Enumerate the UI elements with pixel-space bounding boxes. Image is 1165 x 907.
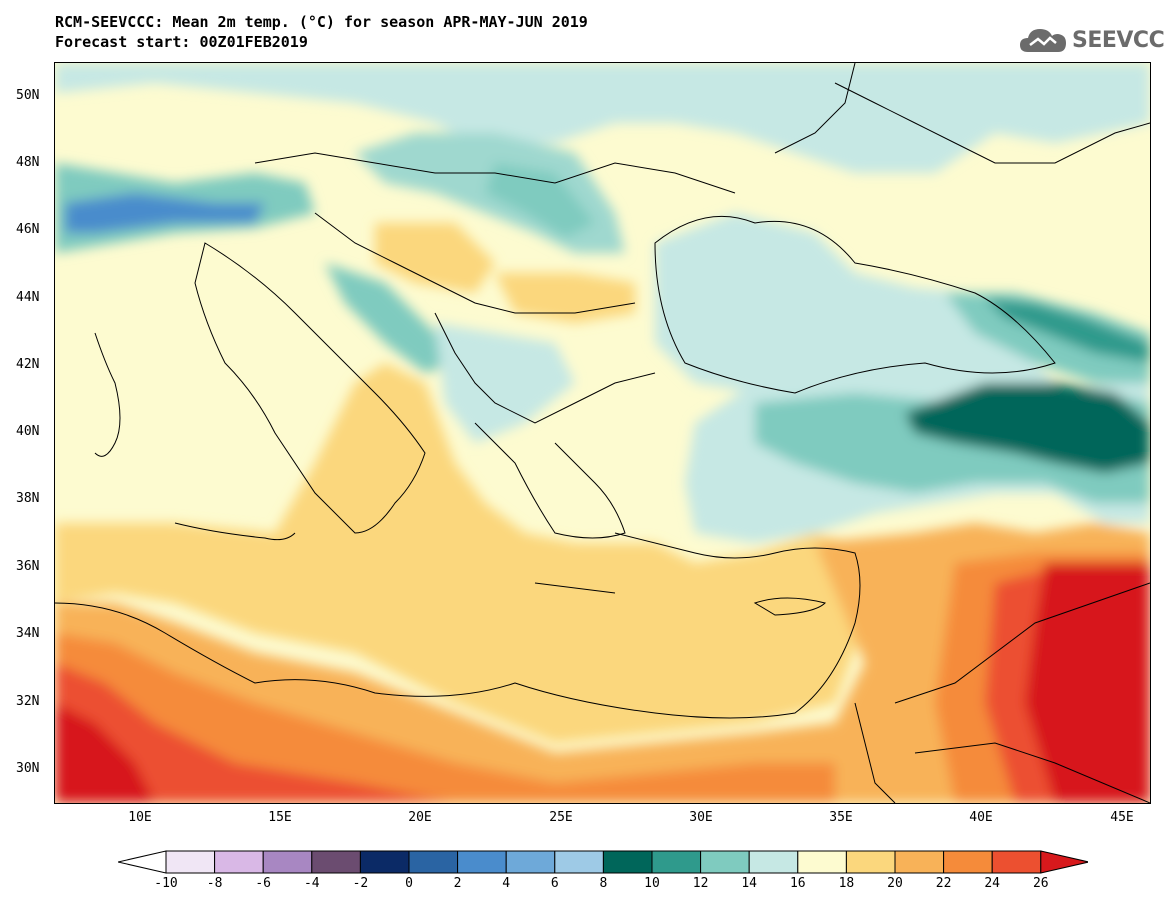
colorbar-swatch: [311, 850, 361, 874]
colorbar-tick-label: 22: [935, 876, 952, 891]
colorbar-tick-label: 16: [789, 876, 806, 891]
colorbar-tick-label: 8: [599, 876, 608, 891]
zone-north-africa-hotter: [55, 663, 455, 803]
colorbar-swatch: [505, 850, 556, 874]
title-line-2: Forecast start: 00Z01FEB2019: [55, 33, 308, 51]
colorbar-tick-label: 10: [644, 876, 660, 891]
y-tick-46n: 46N: [16, 222, 40, 237]
y-tick-42n: 42N: [16, 357, 40, 372]
y-tick-50n: 50N: [16, 88, 40, 103]
zone-north-cool: [55, 63, 1150, 173]
y-tick-38n: 38N: [16, 491, 40, 506]
colorbar-tick-label: -8: [206, 876, 223, 891]
zone-alps-core: [65, 193, 265, 233]
colorbar-under-triangle: [118, 850, 167, 874]
y-tick-44n: 44N: [16, 290, 40, 305]
colorbar-swatch: [845, 850, 896, 874]
colorbar-swatch: [457, 850, 507, 874]
zone-hungary-warm: [375, 223, 495, 293]
y-tick-40n: 40N: [16, 424, 40, 439]
colorbar-swatch: [554, 850, 604, 874]
colorbar-tick-label: 12: [692, 876, 709, 891]
colorbar-swatch: [894, 850, 945, 874]
logo-text: SEEVCCC: [1072, 27, 1165, 53]
colorbar-tick-label: 6: [550, 876, 559, 891]
colorbar-swatch: [359, 850, 410, 874]
cloud-icon: [1020, 29, 1066, 52]
y-tick-36n: 36N: [16, 559, 40, 574]
zone-mediterranean: [55, 363, 865, 743]
colorbar-over-triangle: [1040, 850, 1088, 874]
colorbar-tick-label: 26: [1032, 876, 1049, 891]
colorbar-tick-label: -6: [255, 876, 272, 891]
x-tick-25e: 25E: [549, 810, 573, 825]
colorbar-tick-label: 20: [887, 876, 903, 891]
colorbar-tick-label: 14: [741, 876, 758, 891]
colorbar-swatch: [700, 850, 750, 874]
x-tick-10e: 10E: [128, 810, 152, 825]
colorbar-swatch: [408, 850, 459, 874]
colorbar-swatch: [214, 850, 264, 874]
colorbar-tick-label: 0: [405, 876, 413, 891]
seevccc-logo: SEEVCCC: [1018, 22, 1165, 58]
x-tick-20e: 20E: [408, 810, 432, 825]
y-tick-32n: 32N: [16, 694, 40, 709]
map-canvas: [55, 63, 1150, 803]
colorbar-tick-label: 18: [838, 876, 855, 891]
colorbar-swatch: [991, 850, 1042, 874]
zone-north-africa-hot: [55, 633, 835, 803]
zone-arabia-hottest: [1025, 563, 1150, 803]
colorbar-swatch: [797, 850, 847, 874]
zone-sahara-hottest: [55, 703, 155, 803]
y-tick-30n: 30N: [16, 761, 40, 776]
colorbar-tick-label: 2: [453, 876, 462, 891]
x-tick-35e: 35E: [829, 810, 853, 825]
colorbar-swatch: [651, 850, 702, 874]
y-tick-34n: 34N: [16, 626, 40, 641]
colorbar-swatch: [262, 850, 313, 874]
zone-black-sea: [655, 213, 1055, 403]
title-line-1: RCM-SEEVCCC: Mean 2m temp. (°C) for seas…: [55, 13, 588, 31]
colorbar-swatch: [748, 850, 799, 874]
zone-danube-warm: [495, 273, 635, 323]
zone-carpathians-inner: [485, 163, 595, 238]
colorbar-swatch: [602, 850, 653, 874]
x-tick-40e: 40E: [969, 810, 993, 825]
map-title: RCM-SEEVCCC: Mean 2m temp. (°C) for seas…: [55, 12, 588, 52]
zone-anatolia-high: [905, 383, 1150, 473]
colorbar-swatch: [943, 850, 993, 874]
zone-caucasus-core: [985, 298, 1150, 363]
colorbar-swatch: [165, 850, 216, 874]
zone-caucasus: [945, 293, 1150, 383]
coastlines: [55, 63, 1150, 803]
colorbar: [118, 850, 1088, 874]
colorbar-tick-label: -10: [154, 876, 178, 891]
colorbar-tick-label: -2: [352, 876, 369, 891]
colorbar-tick-label: -4: [303, 876, 320, 891]
colorbar-tick-label: 4: [502, 876, 511, 891]
colorbar-tick-label: 24: [984, 876, 1001, 891]
x-tick-30e: 30E: [689, 810, 713, 825]
y-tick-48n: 48N: [16, 155, 40, 170]
zone-balkans: [435, 323, 575, 443]
x-tick-15e: 15E: [268, 810, 292, 825]
temperature-map: [54, 62, 1151, 804]
x-tick-45e: 45E: [1110, 810, 1134, 825]
zone-dinaric: [325, 263, 455, 373]
